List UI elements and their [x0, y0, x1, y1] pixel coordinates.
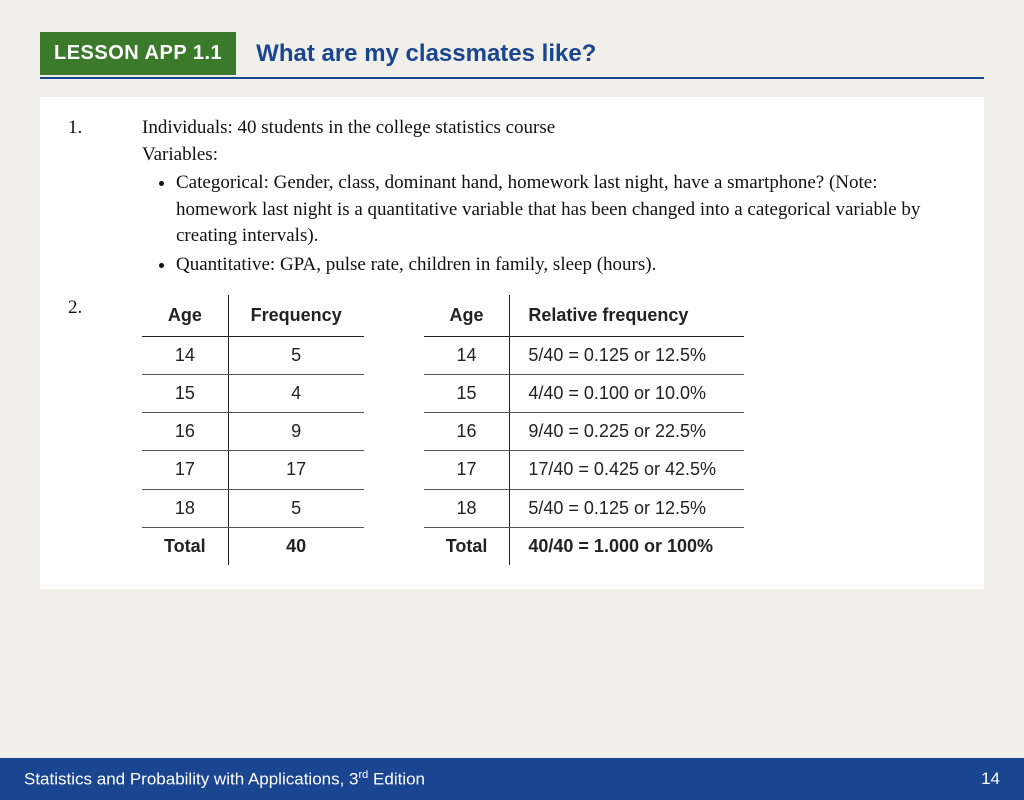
q1-body: Individuals: 40 students in the college …: [142, 115, 956, 281]
table-row: 185: [142, 489, 364, 527]
table-row: 1717/40 = 0.425 or 42.5%: [424, 451, 744, 489]
footer-page-number: 14: [981, 769, 1000, 789]
q1-number: 1.: [68, 115, 142, 281]
q2-number: 2.: [68, 295, 142, 565]
table-row: 1717: [142, 451, 364, 489]
q1-individuals: Individuals: 40 students in the college …: [142, 115, 956, 142]
table-row: 154/40 = 0.100 or 10.0%: [424, 374, 744, 412]
lesson-header: LESSON APP 1.1 What are my classmates li…: [40, 32, 984, 79]
relative-frequency-table: Age Relative frequency 145/40 = 0.125 or…: [424, 295, 744, 565]
freq-header-freq: Frequency: [228, 295, 364, 337]
rel-header-rel: Relative frequency: [510, 295, 744, 337]
question-2: 2. Age Frequency 145 154 169 1717 185 To…: [68, 295, 956, 565]
table-row: 145/40 = 0.125 or 12.5%: [424, 336, 744, 374]
content-box: 1. Individuals: 40 students in the colle…: [40, 97, 984, 589]
rel-total-row: Total40/40 = 1.000 or 100%: [424, 527, 744, 565]
question-1: 1. Individuals: 40 students in the colle…: [68, 115, 956, 281]
tables-wrap: Age Frequency 145 154 169 1717 185 Total…: [142, 295, 744, 565]
footer-book-title: Statistics and Probability with Applicat…: [24, 769, 425, 790]
table-row: 145: [142, 336, 364, 374]
q1-variable-list: Categorical: Gender, class, dominant han…: [176, 170, 956, 278]
table-row: 185/40 = 0.125 or 12.5%: [424, 489, 744, 527]
lesson-title: What are my classmates like?: [256, 40, 596, 68]
frequency-table: Age Frequency 145 154 169 1717 185 Total…: [142, 295, 364, 565]
q1-quantitative: Quantitative: GPA, pulse rate, children …: [176, 252, 956, 279]
freq-total-row: Total40: [142, 527, 364, 565]
table-row: 169: [142, 413, 364, 451]
q1-categorical: Categorical: Gender, class, dominant han…: [176, 170, 956, 250]
lesson-badge: LESSON APP 1.1: [40, 32, 236, 75]
slide-footer: Statistics and Probability with Applicat…: [0, 758, 1024, 800]
q1-variables-label: Variables:: [142, 142, 956, 169]
table-row: 154: [142, 374, 364, 412]
rel-header-age: Age: [424, 295, 510, 337]
table-row: 169/40 = 0.225 or 22.5%: [424, 413, 744, 451]
freq-header-age: Age: [142, 295, 228, 337]
